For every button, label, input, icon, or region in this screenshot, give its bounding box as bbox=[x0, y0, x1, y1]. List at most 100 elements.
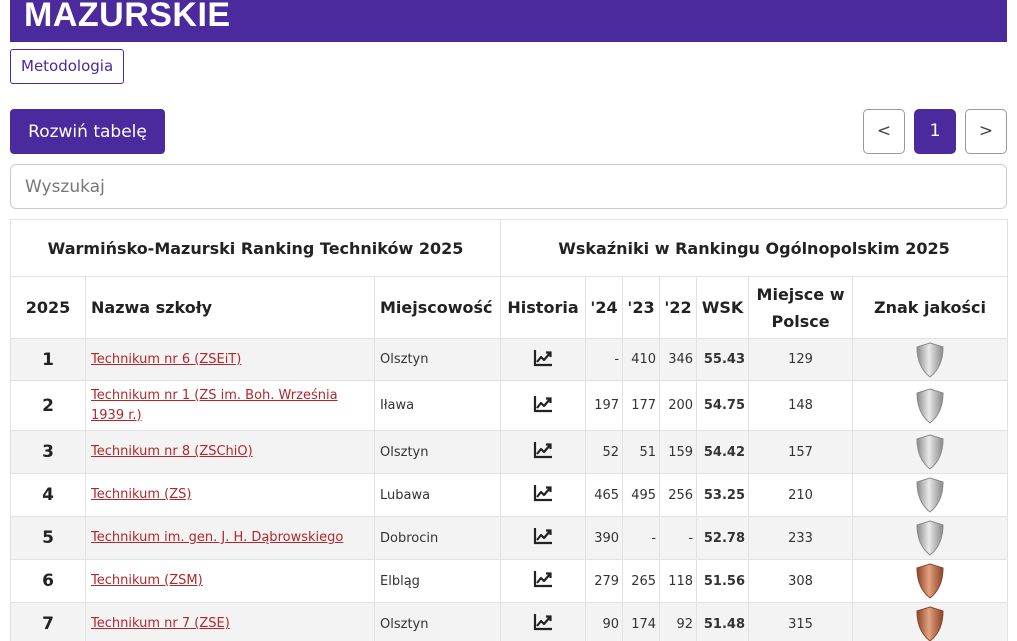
rank-2023-cell: 265 bbox=[622, 559, 661, 603]
city-cell: Olsztyn bbox=[373, 338, 502, 381]
history-cell bbox=[500, 559, 587, 603]
rank-2023-cell: 495 bbox=[622, 473, 661, 517]
rank-2022-cell: 346 bbox=[659, 338, 698, 381]
trend-chart-icon[interactable] bbox=[533, 527, 553, 545]
trend-chart-icon[interactable] bbox=[533, 570, 553, 588]
quality-cell bbox=[852, 380, 1009, 431]
place-poland-cell: 210 bbox=[748, 473, 854, 517]
column-header-2022[interactable]: '22 bbox=[659, 276, 698, 339]
history-cell bbox=[500, 338, 587, 381]
pagination-page-current[interactable]: 1 bbox=[914, 109, 956, 154]
bronze-shield-icon bbox=[916, 606, 944, 641]
rank-2022-cell: - bbox=[659, 516, 698, 560]
school-link[interactable]: Technikum nr 1 (ZS im. Boh. Września 193… bbox=[91, 387, 338, 423]
school-cell: Technikum nr 6 (ZSEiT) bbox=[85, 338, 375, 381]
table-row: 7 Technikum nr 7 (ZSE) Olsztyn 90 174 92 51.48… bbox=[10, 602, 1009, 641]
search-input[interactable] bbox=[10, 164, 1007, 209]
rank-2024-cell: 197 bbox=[585, 380, 624, 431]
pagination-next-button[interactable]: > bbox=[965, 109, 1007, 154]
place-poland-cell: 315 bbox=[748, 602, 854, 641]
school-link[interactable]: Technikum nr 8 (ZSChiO) bbox=[91, 444, 253, 459]
school-link[interactable]: Technikum (ZSM) bbox=[91, 573, 203, 588]
region-title: MAZURSKIE bbox=[24, 0, 231, 34]
rank-2022-cell: 92 bbox=[659, 602, 698, 641]
rank-2024-cell: 465 bbox=[585, 473, 624, 517]
silver-shield-icon bbox=[916, 520, 944, 556]
school-link[interactable]: Technikum (ZS) bbox=[91, 487, 192, 502]
table-row: 5 Technikum im. gen. J. H. Dąbrowskiego Do… bbox=[10, 516, 1009, 560]
rank-cell: 2 bbox=[10, 380, 86, 431]
rank-cell: 7 bbox=[10, 602, 86, 641]
methodology-button[interactable]: Metodologia bbox=[10, 49, 125, 84]
table-row: 3 Technikum nr 8 (ZSChiO) Olsztyn 52 51 159 54… bbox=[10, 430, 1009, 474]
rank-2023-cell: 410 bbox=[622, 338, 661, 381]
quality-cell bbox=[852, 338, 1009, 381]
table-row: 2 Technikum nr 1 (ZS im. Boh. Września 19… bbox=[10, 380, 1009, 431]
rank-2024-cell: 52 bbox=[585, 430, 624, 474]
city-cell: Olsztyn bbox=[373, 602, 502, 641]
place-poland-cell: 233 bbox=[748, 516, 854, 560]
rank-2023-cell: - bbox=[622, 516, 661, 560]
table-row: 6 Technikum (ZSM) Elbląg 279 265 118 51.56 308 bbox=[10, 559, 1009, 603]
silver-shield-icon bbox=[916, 434, 944, 470]
history-cell bbox=[500, 602, 587, 641]
rank-2022-cell: 200 bbox=[659, 380, 698, 431]
expand-table-button[interactable]: Rozwiń tabelę bbox=[10, 109, 165, 154]
place-poland-cell: 148 bbox=[748, 380, 854, 431]
wsk-cell: 53.25 bbox=[696, 473, 750, 517]
rank-2023-cell: 177 bbox=[622, 380, 661, 431]
school-link[interactable]: Technikum nr 6 (ZSEiT) bbox=[91, 351, 242, 367]
city-cell: Lubawa bbox=[373, 473, 502, 517]
table-row: 1 Technikum nr 6 (ZSEiT) Olsztyn -410 346 55.… bbox=[10, 338, 1009, 381]
quality-cell bbox=[852, 473, 1009, 517]
rank-cell: 3 bbox=[10, 430, 86, 474]
column-header-place-poland[interactable]: Miejsce w Polsce bbox=[748, 276, 854, 339]
pagination-prev-button[interactable]: < bbox=[863, 109, 905, 154]
place-poland-cell: 308 bbox=[748, 559, 854, 603]
silver-shield-icon bbox=[916, 341, 944, 378]
city-cell: Iława bbox=[373, 380, 502, 431]
column-header-2023[interactable]: '23 bbox=[622, 276, 661, 339]
rank-cell: 5 bbox=[10, 516, 86, 560]
history-cell bbox=[500, 430, 587, 474]
column-header-history: Historia bbox=[500, 276, 587, 339]
history-cell bbox=[500, 473, 587, 517]
silver-shield-icon bbox=[916, 387, 944, 424]
column-header-school[interactable]: Nazwa szkoły bbox=[85, 276, 375, 339]
school-cell: Technikum nr 1 (ZS im. Boh. Września 193… bbox=[85, 380, 375, 431]
region-banner: MAZURSKIE bbox=[10, 0, 1007, 42]
group-header-national: Wskaźniki w Rankingu Ogólnopolskim 2025 bbox=[500, 219, 1009, 277]
column-header-rank[interactable]: 2025 bbox=[10, 276, 86, 339]
school-link[interactable]: Technikum im. gen. J. H. Dąbrowskiego bbox=[91, 530, 344, 545]
school-cell: Technikum nr 7 (ZSE) bbox=[85, 602, 375, 641]
rank-2024-cell: 90 bbox=[585, 602, 624, 641]
wsk-cell: 52.78 bbox=[696, 516, 750, 560]
trend-chart-icon[interactable] bbox=[533, 349, 553, 367]
silver-shield-icon bbox=[916, 477, 944, 513]
column-header-quality: Znak jakości bbox=[852, 276, 1009, 339]
school-cell: Technikum (ZSM) bbox=[85, 559, 375, 603]
rank-2023-cell: 51 bbox=[622, 430, 661, 474]
trend-chart-icon[interactable] bbox=[533, 441, 553, 459]
rank-2024-cell: - bbox=[585, 338, 624, 381]
quality-cell bbox=[852, 559, 1009, 603]
rank-cell: 6 bbox=[10, 559, 86, 603]
rank-2023-cell: 174 bbox=[622, 602, 661, 641]
ranking-table: Warmińsko-Mazurski Ranking Techników 202… bbox=[9, 219, 1009, 641]
city-cell: Dobrocin bbox=[373, 516, 502, 560]
rank-2022-cell: 118 bbox=[659, 559, 698, 603]
place-poland-cell: 157 bbox=[748, 430, 854, 474]
school-link[interactable]: Technikum nr 7 (ZSE) bbox=[91, 616, 230, 631]
history-cell bbox=[500, 516, 587, 560]
rank-2024-cell: 390 bbox=[585, 516, 624, 560]
history-cell bbox=[500, 380, 587, 431]
trend-chart-icon[interactable] bbox=[533, 484, 553, 502]
column-header-wsk[interactable]: WSK bbox=[696, 276, 750, 339]
column-header-city[interactable]: Miejscowość bbox=[373, 276, 502, 339]
city-cell: Olsztyn bbox=[373, 430, 502, 474]
wsk-cell: 54.75 bbox=[696, 380, 750, 431]
rank-2022-cell: 159 bbox=[659, 430, 698, 474]
trend-chart-icon[interactable] bbox=[533, 613, 553, 631]
trend-chart-icon[interactable] bbox=[533, 395, 553, 413]
column-header-2024[interactable]: '24 bbox=[585, 276, 624, 339]
